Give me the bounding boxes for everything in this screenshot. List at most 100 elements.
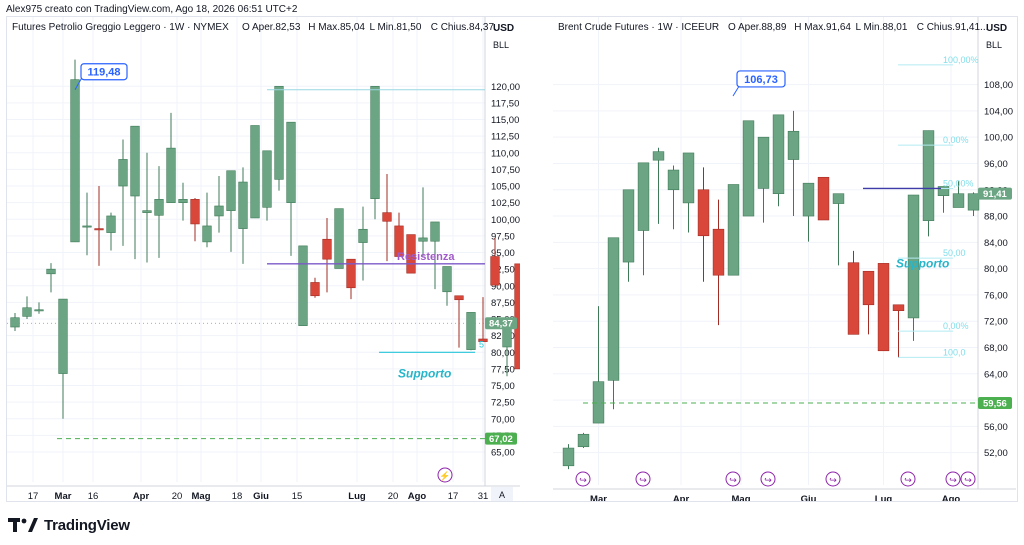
brent-event-glyph: ↪ [949, 475, 957, 485]
brent-event-icon [760, 471, 776, 487]
wti-candle-body [238, 181, 248, 229]
wti-chart[interactable]: Futures Petrolio Greggio Leggero · 1W · … [7, 17, 520, 501]
wti-candle-body [310, 282, 320, 297]
wti-y-tick: 115,00 [491, 115, 519, 126]
brent-candle-body [787, 130, 800, 160]
brent-currency-unit: BLL [986, 40, 1002, 50]
brent-fib-label: 50,00% [943, 178, 974, 188]
wti-y-tick: 92,50 [491, 265, 515, 276]
brent-dashed-level-value: 59,56 [983, 398, 1007, 409]
brent-fib-label: 100,0 [943, 347, 966, 357]
brent-support-label: Supporto [896, 256, 949, 270]
wti-y-tick: 75,00 [491, 381, 515, 392]
chart-credit: Alex975 creato con TradingView.com, Ago … [6, 4, 298, 15]
wti-candle-body [226, 170, 236, 211]
brent-candle-body [922, 130, 935, 221]
wti-candle-body [442, 266, 452, 293]
pane-a-label: A [499, 490, 505, 500]
brent-candle-body [682, 152, 695, 204]
brent-y-tick: 80,00 [984, 264, 1008, 275]
brent-candle-body [802, 182, 815, 217]
brent-y-tick: 56,00 [984, 422, 1008, 433]
wti-ohlc-o: O Aper.82,53 [242, 22, 301, 33]
brent-y-tick: 88,00 [984, 212, 1008, 223]
wti-candle-body [166, 147, 176, 203]
brent-candle-body [712, 228, 725, 276]
brent-candle-body [592, 381, 605, 424]
wti-candle-body [46, 268, 56, 275]
brent-chart[interactable]: Brent Crude Futures · 1W · ICEEUR O Aper.… [553, 17, 1017, 501]
brent-y-tick: 52,00 [984, 448, 1008, 459]
brent-event-glyph: ↪ [579, 475, 587, 485]
wti-x-tick: Apr [133, 491, 150, 501]
wti-y-tick: 70,00 [491, 414, 515, 425]
wti-x-tick: 20 [172, 491, 183, 501]
wti-last-price-tag [485, 317, 517, 330]
wti-candle-body [34, 309, 44, 312]
brent-candle-body [757, 136, 770, 189]
brent-y-tick: 104,00 [984, 106, 1013, 117]
wti-currency: USD [493, 23, 514, 34]
brent-fib-label: 100,00% [943, 55, 979, 65]
wti-candle-body [430, 221, 440, 242]
brent-candle-body [832, 193, 845, 204]
brent-y-tick: 64,00 [984, 369, 1008, 380]
wti-candle-body [178, 199, 188, 203]
wti-y-tick: 100,00 [491, 215, 520, 226]
wti-x-tick: 20 [388, 491, 399, 501]
wti-candle-body [130, 125, 140, 197]
brent-event-icon [575, 471, 591, 487]
chart-frame [6, 16, 1018, 502]
brent-candle-body [907, 194, 920, 319]
brent-peak-label: 106,73 [744, 74, 778, 86]
brent-candle-body [862, 270, 875, 306]
wti-candle-body [514, 263, 520, 370]
brent-ohlc-c: C Chius.91,41... [917, 22, 989, 33]
brent-y-tick: 96,00 [984, 159, 1008, 170]
brent-x-tick: Mag [732, 494, 751, 501]
wti-candle-body [190, 199, 200, 225]
brent-y-tick: 72,00 [984, 317, 1008, 328]
wti-peak-label: 119,48 [87, 67, 120, 79]
wti-candle-body [358, 228, 368, 243]
brent-y-tick: 108,00 [984, 80, 1013, 91]
brent-y-tick: 76,00 [984, 290, 1008, 301]
wti-y-tick: 95,00 [491, 248, 515, 259]
brent-candle-body [847, 262, 860, 335]
brent-candle-body [622, 189, 635, 263]
brent-event-glyph: ↪ [639, 475, 647, 485]
brent-peak-callout [736, 70, 786, 88]
brent-x-tick: Mar [590, 494, 607, 501]
tradingview-logo: TradingView [8, 514, 130, 536]
brent-x-tick: Ago [942, 494, 961, 501]
wti-peak-callout [80, 63, 128, 81]
wti-x-tick: Giu [253, 491, 269, 501]
brent-last-price-value: 91,41 [983, 189, 1007, 200]
brent-candle-body [817, 176, 830, 221]
brent-candle-body [577, 433, 590, 448]
wti-ohlc-c: C Chius.84,37... [431, 22, 503, 33]
brent-event-icon [635, 471, 651, 487]
wti-x-tick: 18 [232, 491, 243, 501]
wti-candle-body [418, 237, 428, 242]
wti-candle-body [466, 312, 476, 350]
wti-y-tick: 107,50 [491, 165, 520, 176]
brent-candle-body [742, 120, 755, 217]
wti-x-tick: 17 [28, 491, 39, 501]
wti-event-glyph: ⚡ [439, 470, 450, 482]
wti-candle-body [334, 208, 344, 269]
wti-candle-body [106, 215, 116, 233]
wti-candle-body [94, 228, 104, 231]
wti-dashed-level-value: 67,02 [489, 434, 513, 445]
wti-fib-fragment: 5 [479, 339, 484, 349]
brent-event-icon [945, 471, 961, 487]
wti-candle-body [214, 205, 224, 217]
brent-x-tick: Apr [673, 494, 690, 501]
pane-a-button [491, 487, 513, 501]
wti-x-tick: 16 [88, 491, 99, 501]
wti-y-tick: 77,50 [491, 364, 515, 375]
wti-y-tick: 120,00 [491, 82, 520, 93]
wti-candle-body [154, 199, 164, 216]
wti-candle-body [262, 150, 272, 208]
wti-y-tick: 90,00 [491, 281, 515, 292]
